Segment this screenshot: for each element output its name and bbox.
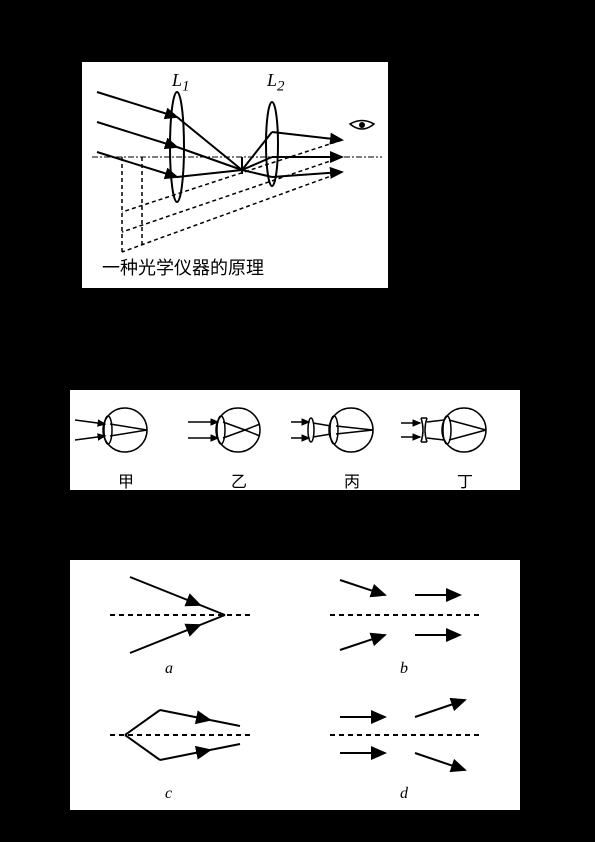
ray-label-c: c	[165, 785, 172, 803]
eye-label-4: 丁	[457, 468, 473, 492]
figure-eye-diagrams: 甲 乙 丙 丁	[70, 390, 520, 490]
ray-label-a: a	[165, 660, 173, 678]
fig1-caption: 一种光学仪器的原理	[102, 254, 264, 280]
lens1-label: L1	[172, 70, 190, 96]
figure-ray-diagrams: a b c d	[70, 560, 520, 810]
figure-optical-instrument: L1 L2 一种光学仪器的原理	[80, 60, 390, 290]
lens2-label: L2	[267, 70, 285, 96]
eye-label-3: 丙	[344, 468, 360, 492]
ray-diagrams-svg	[70, 560, 520, 810]
ray-label-b: b	[400, 660, 408, 678]
ray-label-d: d	[400, 785, 408, 803]
eye-label-1: 甲	[118, 468, 134, 492]
eye-diagrams-svg	[70, 390, 520, 470]
eye-label-2: 乙	[231, 468, 247, 492]
